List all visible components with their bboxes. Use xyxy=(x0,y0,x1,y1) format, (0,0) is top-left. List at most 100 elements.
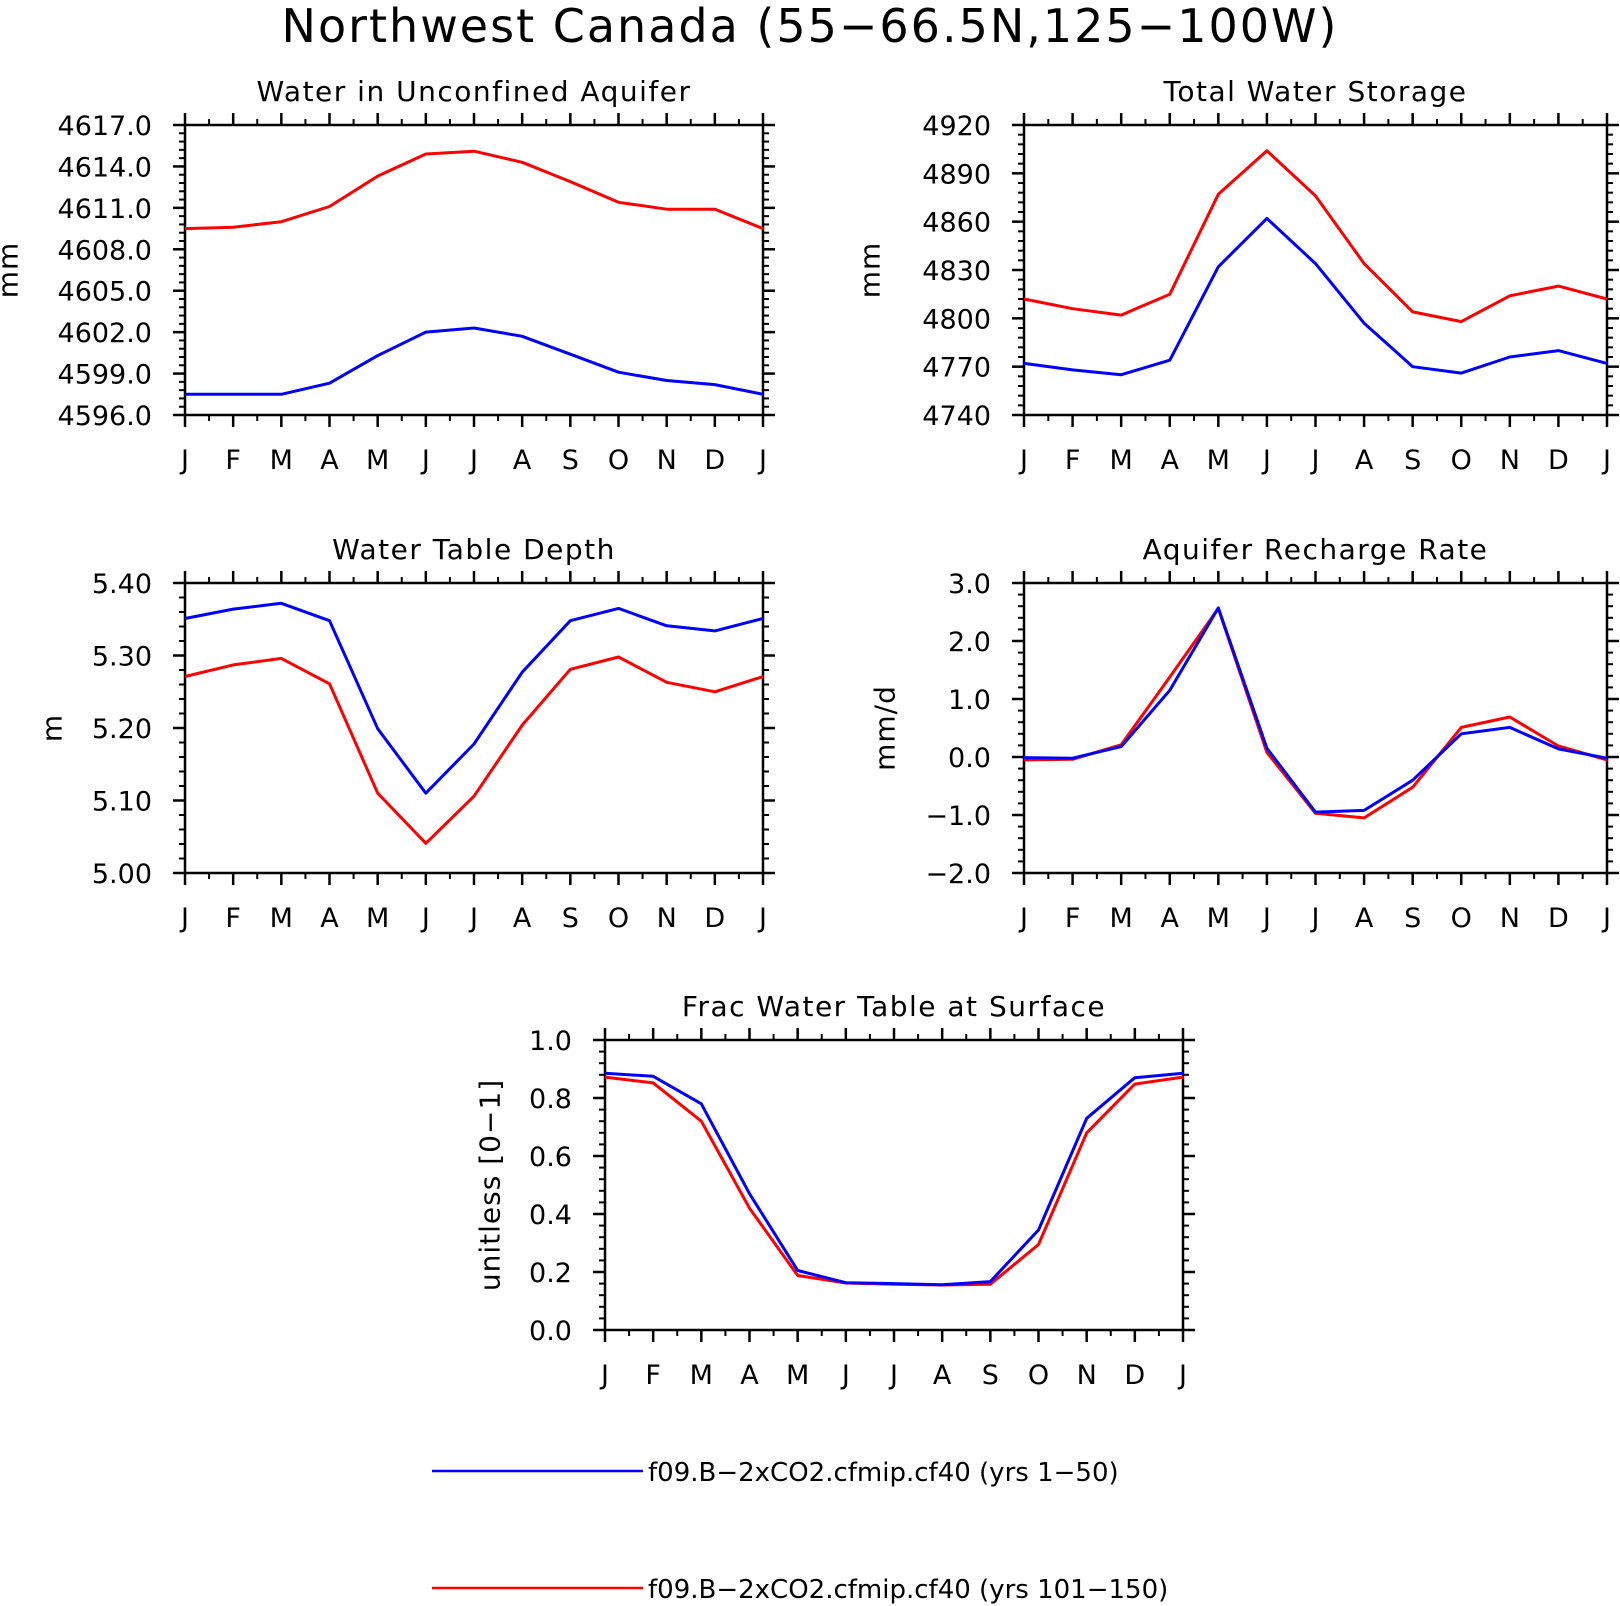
x-tick-label: S xyxy=(562,903,579,934)
x-tick-label: M xyxy=(270,903,293,934)
plot-frame xyxy=(603,1038,1185,1332)
y-tick-label: 4920 xyxy=(922,111,991,142)
x-tick-label: S xyxy=(982,1360,999,1391)
x-tick-label: D xyxy=(704,445,725,476)
y-tick-label: 0.6 xyxy=(529,1142,572,1173)
legend-label: f09.B−2xCO2.cfmip.cf40 (yrs 1−50) xyxy=(648,1458,1119,1488)
y-tick-label: 0.2 xyxy=(529,1258,572,1289)
x-tick-label: S xyxy=(562,445,579,476)
panel-title: Frac Water Table at Surface xyxy=(682,990,1106,1023)
y-tick-label: 4605.0 xyxy=(58,277,152,308)
figure-title: Northwest Canada (55−66.5N,125−100W) xyxy=(282,0,1339,53)
y-tick-label: 4611.0 xyxy=(58,194,152,225)
y-axis-label: mm xyxy=(0,242,25,299)
x-tick-label: J xyxy=(1018,903,1028,934)
plot-frame xyxy=(1022,123,1609,417)
series-line-yrs-101-150 xyxy=(1023,149,1608,324)
x-tick-label: J xyxy=(1018,445,1028,476)
panel-title: Aquifer Recharge Rate xyxy=(1143,533,1489,566)
x-tick-label: M xyxy=(786,1360,809,1391)
x-tick-label: A xyxy=(1161,445,1180,476)
x-tick-label: F xyxy=(225,903,241,934)
series-line-yrs-101-150 xyxy=(1023,607,1608,820)
x-tick-label: M xyxy=(1207,903,1230,934)
x-tick-label: F xyxy=(1065,903,1081,934)
y-tick-label: 4596.0 xyxy=(58,401,152,432)
x-tick-label: J xyxy=(840,1360,850,1391)
y-tick-label: 1.0 xyxy=(948,685,991,716)
x-tick-label: J xyxy=(757,445,767,476)
x-tick-label: A xyxy=(513,445,532,476)
y-tick-label: −1.0 xyxy=(925,801,991,832)
y-tick-label: 4740 xyxy=(922,401,991,432)
y-tick-label: 4800 xyxy=(922,304,991,335)
panel-title: Water in Unconfined Aquifer xyxy=(257,75,692,108)
plot-frame xyxy=(1022,581,1609,875)
x-tick-label: M xyxy=(1110,903,1133,934)
x-tick-label: J xyxy=(468,445,478,476)
x-tick-label: A xyxy=(1355,903,1374,934)
x-tick-label: O xyxy=(1451,903,1472,934)
y-tick-label: 5.40 xyxy=(92,569,152,600)
y-tick-label: 5.00 xyxy=(92,859,152,890)
x-tick-label: M xyxy=(366,903,389,934)
x-tick-label: F xyxy=(1065,445,1081,476)
series-line-yrs-1-50 xyxy=(185,326,764,396)
y-tick-label: 2.0 xyxy=(948,627,991,658)
y-tick-label: 5.20 xyxy=(92,714,152,745)
x-tick-label: D xyxy=(1548,903,1569,934)
series-line-yrs-1-50 xyxy=(184,601,764,795)
y-tick-label: 4602.0 xyxy=(58,318,152,349)
y-tick-label: −2.0 xyxy=(925,859,991,890)
y-tick-label: 0.0 xyxy=(948,743,991,774)
y-tick-label: 5.10 xyxy=(92,787,152,818)
y-tick-label: 4614.0 xyxy=(58,152,152,183)
x-tick-label: A xyxy=(933,1360,952,1391)
x-tick-label: J xyxy=(1310,903,1320,934)
x-tick-label: M xyxy=(270,445,293,476)
x-tick-label: J xyxy=(1177,1360,1187,1391)
x-tick-label: N xyxy=(1077,1360,1097,1391)
x-tick-label: N xyxy=(657,903,677,934)
x-tick-label: A xyxy=(1355,445,1374,476)
x-tick-label: J xyxy=(888,1360,898,1391)
legend-item: f09.B−2xCO2.cfmip.cf40 (yrs 1−50) xyxy=(432,1458,1119,1488)
x-tick-label: M xyxy=(1110,445,1133,476)
x-tick-label: N xyxy=(657,445,677,476)
y-tick-label: 0.4 xyxy=(529,1200,572,1231)
x-tick-label: J xyxy=(420,445,430,476)
x-tick-label: D xyxy=(1124,1360,1145,1391)
x-tick-label: J xyxy=(420,903,430,934)
x-tick-label: J xyxy=(599,1360,609,1391)
panel-title: Total Water Storage xyxy=(1162,75,1467,108)
x-tick-label: N xyxy=(1500,903,1520,934)
y-axis-label: unitless [0−1] xyxy=(474,1079,507,1291)
y-tick-label: 4608.0 xyxy=(58,235,152,266)
x-tick-label: J xyxy=(1601,903,1611,934)
series-line-yrs-1-50 xyxy=(1023,606,1608,814)
legend: f09.B−2xCO2.cfmip.cf40 (yrs 1−50) f09.B−2… xyxy=(432,1458,1168,1605)
y-tick-label: 4830 xyxy=(922,256,991,287)
x-tick-label: J xyxy=(468,903,478,934)
y-tick-label: 4860 xyxy=(922,208,991,239)
legend-item: f09.B−2xCO2.cfmip.cf40 (yrs 101−150) xyxy=(432,1575,1168,1605)
x-tick-label: O xyxy=(1028,1360,1049,1391)
x-tick-label: A xyxy=(1161,903,1180,934)
y-axis-label: m xyxy=(36,714,69,742)
x-tick-label: J xyxy=(179,445,189,476)
x-tick-label: O xyxy=(608,445,629,476)
legend-label: f09.B−2xCO2.cfmip.cf40 (yrs 101−150) xyxy=(648,1575,1168,1605)
y-tick-label: 5.30 xyxy=(92,642,152,673)
y-tick-label: 0.0 xyxy=(529,1316,572,1347)
x-tick-label: S xyxy=(1404,903,1421,934)
series-line-yrs-101-150 xyxy=(184,655,764,845)
panel-title: Water Table Depth xyxy=(332,533,616,566)
x-tick-label: M xyxy=(366,445,389,476)
x-tick-label: J xyxy=(757,903,767,934)
x-tick-label: A xyxy=(513,903,532,934)
